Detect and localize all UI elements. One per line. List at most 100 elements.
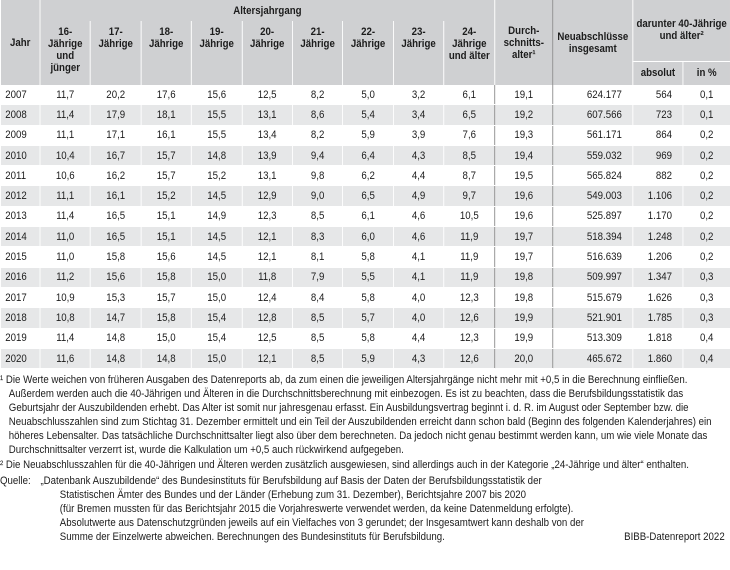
value-cell: 6,5 [443,104,496,126]
header-over-40: darunter 40-Jährige und älter² [632,0,730,61]
value-cell: 0,2 [682,246,730,268]
value-cell: 15,5 [190,104,243,126]
value-cell: 13,4 [241,125,293,146]
value-cell: 5,4 [342,104,394,126]
value-cell: 8,2 [291,125,344,146]
header-ages-row: 16-Jährige und jünger 17-Jährige 18-Jährig… [0,21,730,85]
value-cell: 11,1 [39,125,91,146]
value-cell: 10,5 [443,206,496,228]
value-cell: 11,4 [39,104,91,126]
value-cell: 19,2 [494,104,554,126]
header-age: 20-Jährige [241,21,293,85]
source-line: (für Bremen mussten für das Berichtsjahr… [59,503,574,516]
value-cell: 11,0 [39,226,91,248]
value-cell: 15,4 [190,328,243,349]
year-cell: 2015 [0,246,41,268]
value-cell: 4,6 [392,226,445,248]
value-cell: 9,8 [291,165,344,187]
value-cell: 509.997 [552,267,634,288]
value-cell: 0,2 [682,145,730,167]
table-row: 2016 11,2 15,6 15,8 15,0 11,8 7,9 5,5 4,1 11,9 19,… [0,267,730,288]
value-cell: 15,3 [90,287,142,309]
value-cell: 864 [632,125,684,146]
value-cell: 19,1 [494,85,554,106]
value-cell: 518.394 [552,226,634,248]
value-cell: 9,7 [443,185,496,207]
value-cell: 1.347 [632,267,684,288]
header-absolute: absolut [632,60,684,85]
year-cell: 2009 [0,125,41,146]
value-cell: 8,5 [291,206,344,228]
value-cell: 8,2 [291,85,344,106]
value-cell: 0,2 [682,206,730,228]
notes: ¹ Die Werte weichen von früheren Ausgabe… [0,373,730,544]
value-cell: 0,3 [682,287,730,309]
value-cell: 10,4 [39,145,91,167]
value-cell: 4,0 [392,307,445,329]
value-cell: 624.177 [552,85,634,106]
value-cell: 8,3 [291,226,344,248]
value-cell: 4,9 [392,185,445,207]
table-row: 2009 11,1 17,1 16,1 15,5 13,4 8,2 5,9 3,9 7,6 19,3… [0,125,730,146]
value-cell: 20,2 [90,85,142,106]
value-cell: 8,1 [291,246,344,268]
value-cell: 1.626 [632,287,684,309]
year-cell: 2010 [0,145,41,167]
value-cell: 13,9 [241,145,293,167]
value-cell: 11,2 [39,267,91,288]
value-cell: 19,6 [494,185,554,207]
table-row: 2013 11,4 16,5 15,1 14,9 12,3 8,5 6,1 4,6 10,5 19,… [0,206,730,228]
table-row: 2012 11,1 16,1 15,2 14,5 12,9 9,0 6,5 4,9 9,7 19,6… [0,185,730,207]
value-cell: 15,8 [140,267,192,288]
value-cell: 7,9 [291,267,344,288]
source-label: Quelle: [0,475,31,488]
value-cell: 17,6 [140,85,192,106]
value-cell: 16,1 [140,125,192,146]
value-cell: 15,8 [90,246,142,268]
value-cell: 15,0 [190,348,243,370]
value-cell: 6,1 [342,206,394,228]
value-cell: 513.309 [552,328,634,349]
data-table: Jahr Altersjahrgang Durch-schnitts-alter… [0,0,730,370]
value-cell: 19,9 [494,328,554,349]
value-cell: 19,5 [494,165,554,187]
value-cell: 0,2 [682,185,730,207]
value-cell: 11,1 [39,185,91,207]
value-cell: 11,7 [39,85,91,106]
value-cell: 19,9 [494,307,554,329]
value-cell: 11,8 [241,267,293,288]
table-row: 2011 10,6 16,2 15,7 15,2 13,1 9,8 6,2 4,4 8,7 19,5… [0,165,730,187]
value-cell: 5,7 [342,307,394,329]
value-cell: 19,7 [494,246,554,268]
value-cell: 8,7 [443,165,496,187]
value-cell: 14,5 [190,246,243,268]
value-cell: 5,9 [342,348,394,370]
value-cell: 9,0 [291,185,344,207]
value-cell: 15,2 [140,185,192,207]
value-cell: 525.897 [552,206,634,228]
value-cell: 6,0 [342,226,394,248]
value-cell: 12,6 [443,348,496,370]
year-cell: 2019 [0,328,41,349]
header-age-group: Altersjahrgang [39,0,496,21]
header-age: 21-Jährige [291,21,344,85]
value-cell: 564 [632,85,684,106]
value-cell: 10,8 [39,307,91,329]
header-age: 18-Jährige [140,21,192,85]
value-cell: 15,7 [140,165,192,187]
value-cell: 16,1 [90,185,142,207]
table-row: 2008 11,4 17,9 18,1 15,5 13,1 8,6 5,4 3,4 6,5 19,2… [0,104,730,126]
header-average-age: Durch-schnitts-alter¹ [494,0,554,85]
table-row: 2020 11,6 14,8 14,8 15,0 12,1 8,5 5,9 4,3 12,6 20,… [0,348,730,370]
value-cell: 17,9 [90,104,142,126]
value-cell: 15,7 [140,287,192,309]
value-cell: 13,1 [241,104,293,126]
value-cell: 0,1 [682,104,730,126]
value-cell: 19,7 [494,226,554,248]
year-cell: 2016 [0,267,41,288]
value-cell: 15,1 [140,206,192,228]
value-cell: 19,3 [494,125,554,146]
value-cell: 14,8 [90,328,142,349]
value-cell: 465.672 [552,348,634,370]
